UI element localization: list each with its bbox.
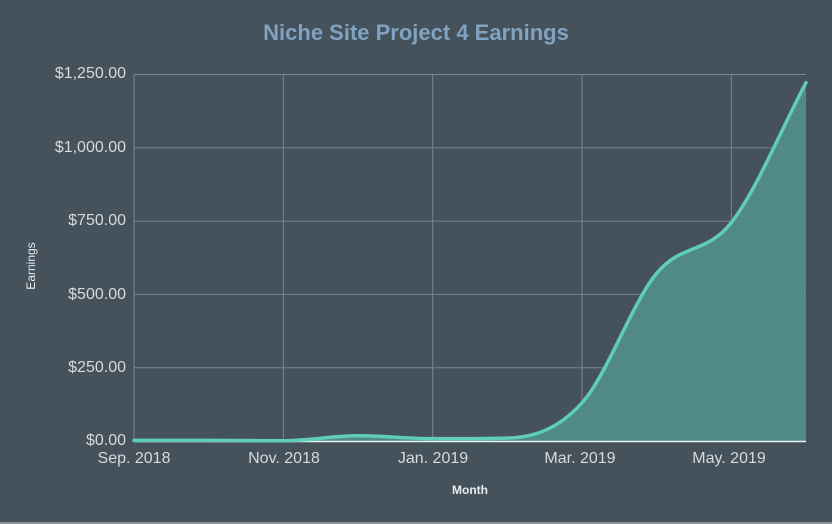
- earnings-area-fill: [134, 82, 806, 442]
- x-axis-label: Month: [452, 483, 488, 497]
- y-tick-750: $750.00: [68, 212, 126, 229]
- x-tick-sep-2018: Sep. 2018: [97, 450, 171, 467]
- y-tick-500: $500.00: [68, 286, 126, 303]
- y-tick-250: $250.00: [68, 359, 126, 376]
- y-tick-0: $0.00: [85, 432, 126, 449]
- earnings-line: [132, 80, 808, 443]
- y-tick-1000: $1,000.00: [54, 139, 126, 156]
- x-tick-mar-2019: Mar. 2019: [544, 450, 616, 467]
- x-tick-nov-2018: Nov. 2018: [248, 450, 320, 467]
- x-tick-jan-2019: Jan. 2019: [397, 450, 469, 467]
- chart-title: Niche Site Project 4 Earnings: [263, 20, 569, 45]
- y-tick-1250: $1,250.00: [54, 65, 126, 82]
- x-tick-may-2019: May. 2019: [692, 450, 766, 467]
